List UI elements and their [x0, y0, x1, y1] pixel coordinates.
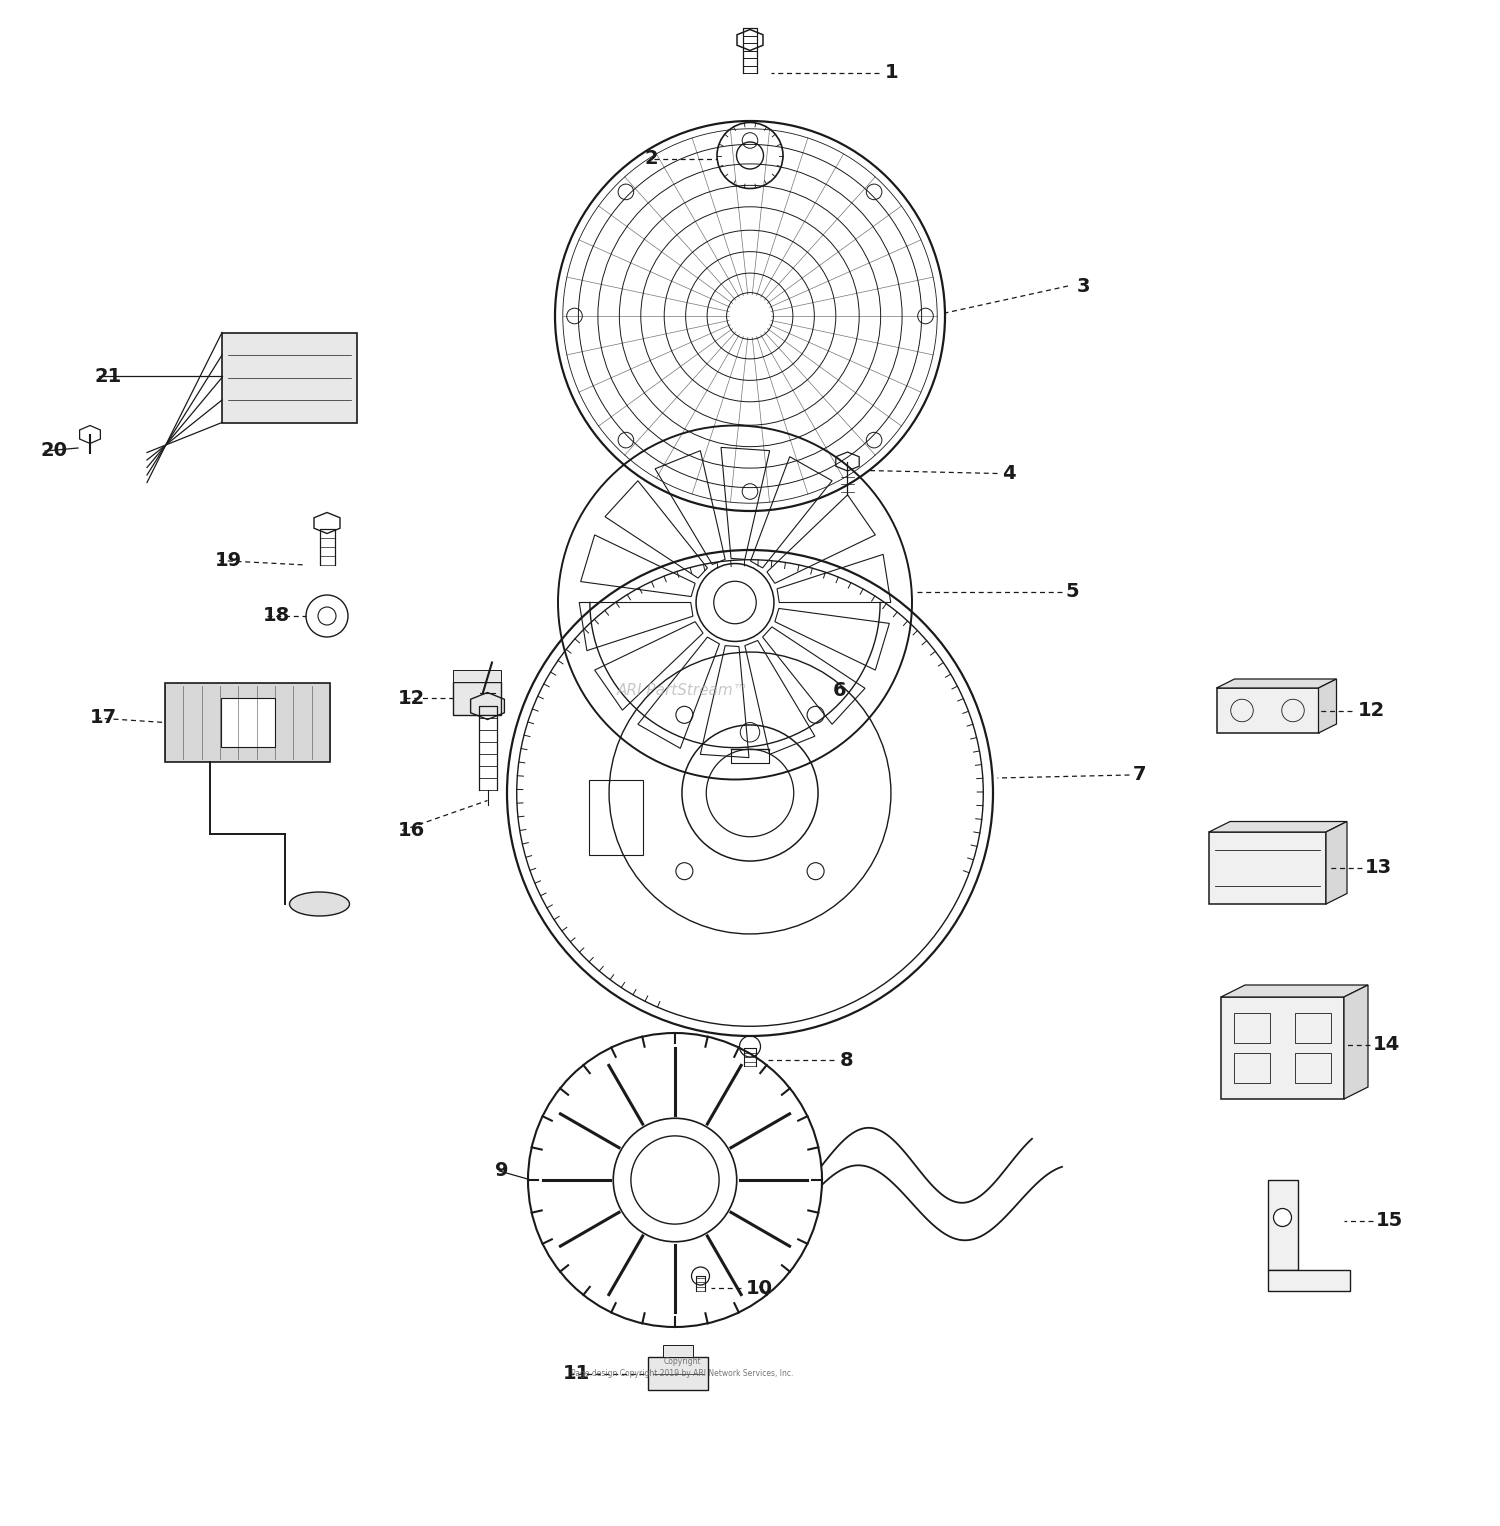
Text: 21: 21: [94, 366, 122, 386]
FancyBboxPatch shape: [165, 684, 330, 761]
Text: 12: 12: [398, 690, 424, 708]
Polygon shape: [1221, 984, 1368, 996]
FancyBboxPatch shape: [1268, 1270, 1350, 1291]
Text: 17: 17: [90, 708, 117, 728]
FancyBboxPatch shape: [648, 1357, 708, 1390]
Text: 14: 14: [1372, 1036, 1400, 1054]
Text: 2: 2: [645, 150, 658, 168]
FancyBboxPatch shape: [1268, 1180, 1298, 1270]
Text: 19: 19: [214, 551, 242, 571]
Text: 12: 12: [1358, 700, 1384, 720]
Text: 5: 5: [1065, 583, 1078, 601]
Text: 15: 15: [1376, 1212, 1402, 1230]
FancyBboxPatch shape: [1209, 832, 1326, 903]
Text: 18: 18: [262, 606, 290, 626]
FancyBboxPatch shape: [663, 1346, 693, 1357]
Text: 3: 3: [1077, 276, 1090, 296]
Text: 7: 7: [1132, 766, 1146, 784]
Text: 1: 1: [885, 64, 898, 82]
Text: 11: 11: [562, 1364, 590, 1383]
FancyBboxPatch shape: [453, 670, 501, 682]
Circle shape: [1274, 1209, 1292, 1227]
FancyBboxPatch shape: [220, 699, 274, 746]
FancyBboxPatch shape: [1221, 996, 1344, 1099]
Polygon shape: [1344, 984, 1368, 1099]
Text: 4: 4: [1002, 464, 1016, 484]
Polygon shape: [1318, 679, 1336, 732]
Text: 10: 10: [746, 1279, 772, 1297]
Polygon shape: [1209, 821, 1347, 832]
FancyBboxPatch shape: [1216, 688, 1318, 732]
Text: 13: 13: [1365, 859, 1392, 877]
Text: ARI PartStream™: ARI PartStream™: [616, 684, 748, 699]
Text: 9: 9: [495, 1161, 508, 1181]
FancyBboxPatch shape: [453, 682, 501, 716]
Polygon shape: [1326, 821, 1347, 903]
FancyBboxPatch shape: [222, 333, 357, 423]
Text: 8: 8: [840, 1050, 854, 1070]
Text: 20: 20: [40, 441, 68, 461]
Text: 6: 6: [833, 682, 846, 700]
Polygon shape: [1216, 679, 1336, 688]
Ellipse shape: [290, 893, 350, 916]
Text: 16: 16: [398, 821, 424, 839]
Text: Copyright
Page design Copyright 2019 by ARI Network Services, Inc.: Copyright Page design Copyright 2019 by …: [572, 1357, 794, 1378]
